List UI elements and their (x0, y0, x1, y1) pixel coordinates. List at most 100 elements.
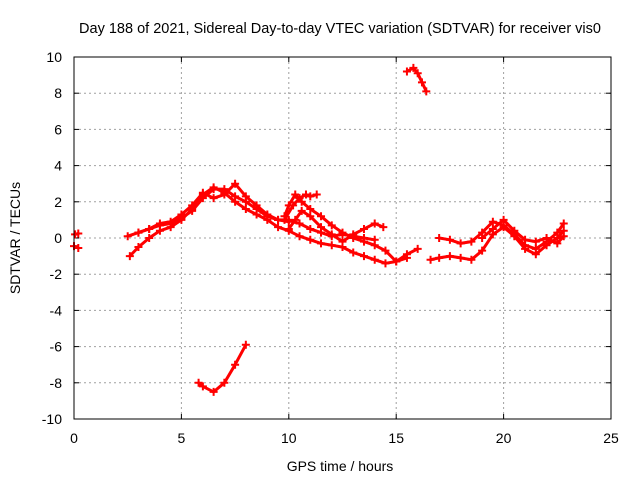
data-point (145, 234, 154, 242)
data-point (155, 226, 164, 235)
data-point (553, 239, 562, 248)
data-point (241, 340, 250, 349)
data-point (74, 229, 83, 238)
data-layer (70, 63, 568, 396)
x-axis-label: GPS time / hours (287, 458, 394, 474)
data-point (317, 223, 326, 232)
data-point (231, 197, 240, 206)
x-tick-label: 5 (178, 430, 186, 446)
data-point (327, 230, 336, 239)
plot-frame (73, 56, 612, 420)
data-point (379, 223, 388, 232)
data-point (291, 215, 300, 224)
data-point (445, 235, 454, 244)
y-tick-label: -2 (50, 266, 63, 282)
x-tick-label: 20 (496, 430, 512, 446)
data-point (317, 239, 326, 248)
data-point (188, 201, 197, 210)
data-point (312, 190, 321, 199)
data-point (231, 179, 240, 188)
data-point (327, 221, 336, 230)
data-point (531, 244, 540, 253)
data-point (435, 234, 444, 242)
data-point (220, 190, 229, 199)
data-point (456, 253, 465, 262)
data-point (499, 215, 508, 224)
data-point (274, 223, 283, 232)
data-point (209, 183, 218, 192)
data-point (74, 243, 83, 252)
y-tick-label: 2 (54, 194, 62, 210)
data-point (370, 219, 379, 228)
y-tick-label: 10 (46, 49, 62, 65)
data-point (295, 194, 304, 203)
data-point (284, 224, 293, 233)
series-s7 (280, 190, 321, 224)
data-point (241, 192, 250, 201)
y-tick-label: 0 (54, 230, 62, 246)
data-point (306, 212, 315, 221)
data-point (209, 194, 218, 203)
data-point (409, 63, 418, 72)
data-point (488, 224, 497, 233)
data-point (359, 252, 368, 261)
y-tick-label: -10 (42, 411, 62, 427)
data-point (155, 219, 164, 228)
x-tick-label: 0 (70, 430, 78, 446)
data-point (467, 237, 476, 246)
data-point (231, 360, 240, 369)
data-point (413, 69, 422, 78)
data-point (198, 382, 207, 391)
data-point (284, 217, 293, 226)
data-point (417, 78, 426, 87)
data-point (349, 230, 358, 239)
x-tick-label: 15 (388, 430, 404, 446)
data-point (381, 259, 390, 268)
series-s9 (402, 63, 431, 96)
data-point (252, 210, 261, 219)
data-point (478, 234, 487, 242)
series-s8 (284, 206, 388, 246)
data-point (478, 246, 487, 255)
series-s2 (70, 242, 83, 252)
data-point (301, 190, 310, 199)
y-tick-label: -6 (50, 339, 63, 355)
data-point (338, 237, 347, 246)
series-line (126, 187, 377, 242)
series-s1 (71, 229, 83, 239)
data-point (177, 210, 186, 219)
data-point (134, 228, 143, 237)
data-point (241, 205, 250, 214)
x-tick-label: 25 (603, 430, 619, 446)
data-point (280, 215, 289, 224)
data-point (349, 248, 358, 257)
data-point (289, 201, 298, 210)
y-tick-label: -4 (50, 302, 63, 318)
data-point (295, 232, 304, 241)
data-point (359, 224, 368, 233)
series-s5 (134, 179, 293, 237)
data-point (327, 241, 336, 250)
data-point (456, 239, 465, 248)
axis-ticks: 0 5 10 15 20 25 -10 -8 -6 -4 -2 0 2 4 6 8 10 (42, 49, 619, 446)
data-point (125, 252, 134, 261)
data-point (559, 232, 568, 241)
data-point (306, 235, 315, 244)
data-point (194, 378, 203, 387)
data-point (166, 217, 175, 226)
data-point (413, 244, 422, 253)
data-point (263, 210, 272, 219)
data-point (510, 226, 519, 235)
series-s3 (123, 185, 379, 244)
data-point (370, 241, 379, 250)
data-point (426, 255, 435, 264)
data-point (435, 253, 444, 262)
x-tick-label: 10 (281, 430, 297, 446)
data-point (445, 252, 454, 261)
y-tick-label: 6 (54, 121, 62, 137)
data-point (306, 224, 315, 233)
data-point (422, 87, 431, 96)
data-point (209, 387, 218, 396)
y-tick-label: -8 (50, 375, 63, 391)
data-point (252, 201, 261, 210)
